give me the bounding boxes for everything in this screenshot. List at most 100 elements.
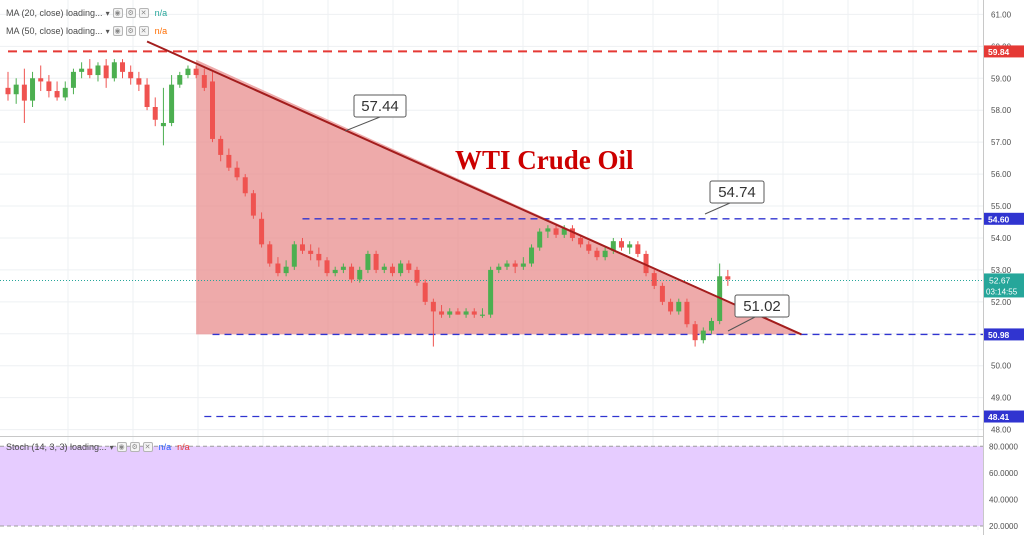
candle-body — [62, 87, 68, 98]
candle-body — [373, 253, 379, 270]
candle-body — [455, 311, 461, 315]
candle-body — [324, 260, 330, 274]
stoch-legend[interactable]: Stoch (14, 3, 3) loading... ▾ ◉ ⚙ ✕ n/a … — [6, 442, 190, 452]
countdown-label: 03:14:55 — [986, 287, 1018, 296]
callout-box — [734, 294, 790, 318]
candle-body — [70, 71, 76, 88]
callout-box — [353, 94, 407, 118]
price-tick-label: 57.00 — [991, 138, 1012, 147]
candle-body — [128, 71, 134, 79]
candle-body — [79, 68, 85, 72]
candle-body — [578, 237, 584, 245]
price-tick-label: 53.00 — [991, 266, 1012, 275]
price-tag — [984, 212, 1024, 225]
price-tick-label: 56.00 — [991, 170, 1012, 179]
ma50-label: MA (50, close) loading... — [6, 26, 103, 36]
candle-body — [242, 177, 248, 194]
candle-body — [692, 324, 698, 341]
candle-body — [120, 62, 126, 72]
price-tick-label: 52.00 — [991, 298, 1012, 307]
price-tag-label: 50.98 — [988, 330, 1010, 340]
candle-body — [5, 87, 11, 95]
candle-body — [381, 266, 387, 270]
candle-body — [586, 244, 592, 251]
current-price-tag — [984, 273, 1024, 298]
price-tag-label: 48.41 — [988, 412, 1010, 422]
candle-body — [520, 263, 526, 267]
candle-body — [389, 266, 395, 274]
candle-body — [635, 244, 641, 254]
ma20-value: n/a — [154, 8, 168, 18]
candle-body — [668, 301, 674, 312]
price-tag — [984, 45, 1024, 58]
price-tick-label: 61.00 — [991, 10, 1012, 19]
candle-body — [594, 250, 600, 258]
candle-body — [610, 241, 616, 251]
candle-body — [30, 78, 36, 101]
ma20-legend[interactable]: MA (20, close) loading... ▾ ◉ ⚙ ✕ n/a — [6, 8, 167, 18]
candle-body — [561, 228, 567, 235]
candle-body — [422, 282, 428, 302]
candle-body — [414, 269, 420, 283]
candle-body — [340, 266, 346, 270]
eye-icon[interactable]: ◉ — [112, 26, 123, 36]
candle-body — [201, 75, 207, 88]
candle-body — [569, 228, 575, 238]
candle-body — [46, 81, 52, 92]
candle-body — [447, 311, 453, 315]
candle-body — [479, 314, 485, 316]
close-icon[interactable]: ✕ — [138, 26, 149, 36]
candle-body — [537, 231, 543, 248]
price-tick-label: 48.00 — [991, 426, 1012, 435]
candle-body — [619, 241, 624, 248]
candle-body — [708, 321, 714, 331]
ma50-legend[interactable]: MA (50, close) loading... ▾ ◉ ⚙ ✕ n/a — [6, 26, 167, 36]
candle-body — [259, 218, 265, 245]
callout-box — [709, 180, 765, 204]
candle-body — [234, 167, 240, 178]
stoch-tick-label: 20.0000 — [989, 522, 1018, 531]
eye-icon[interactable]: ◉ — [116, 442, 127, 452]
callout-label: 51.02 — [743, 298, 781, 315]
candle-body — [504, 263, 510, 267]
chevron-down-icon[interactable]: ▾ — [109, 442, 114, 452]
close-icon[interactable]: ✕ — [138, 8, 149, 18]
chart-title: WTI Crude Oil — [455, 145, 634, 175]
candle-body — [365, 253, 371, 270]
price-tick-label: 54.00 — [991, 234, 1012, 243]
chevron-down-icon[interactable]: ▾ — [105, 8, 110, 18]
chevron-down-icon[interactable]: ▾ — [105, 26, 110, 36]
gear-icon[interactable]: ⚙ — [125, 26, 136, 36]
candle-body — [684, 301, 690, 325]
callout-label: 54.74 — [718, 184, 756, 201]
stoch-d-value: n/a — [177, 442, 190, 452]
candle-body — [512, 263, 518, 267]
candle-body — [177, 75, 183, 85]
candle-body — [659, 285, 665, 302]
candle-body — [651, 273, 657, 286]
price-tick-label: 58.00 — [991, 106, 1012, 115]
candle-body — [291, 244, 297, 267]
candle-body — [471, 311, 477, 315]
close-icon[interactable]: ✕ — [142, 442, 153, 452]
candle-body — [602, 250, 608, 258]
gear-icon[interactable]: ⚙ — [125, 8, 136, 18]
candle-body — [13, 84, 19, 95]
stoch-tick-label: 40.0000 — [989, 495, 1018, 504]
gear-icon[interactable]: ⚙ — [129, 442, 140, 452]
candle-body — [111, 62, 117, 79]
candle-body — [496, 266, 502, 270]
candle-body — [676, 301, 682, 312]
callout-leader — [344, 116, 381, 132]
candle-body — [275, 263, 281, 274]
candle-body — [545, 228, 551, 232]
stoch-tick-label: 80.0000 — [989, 442, 1018, 451]
candle-body — [463, 311, 469, 315]
stoch-k-value: n/a — [158, 442, 172, 452]
price-tick-label: 55.00 — [991, 202, 1012, 211]
eye-icon[interactable]: ◉ — [112, 8, 123, 18]
candle-body — [316, 253, 322, 261]
candle-body — [439, 311, 445, 315]
